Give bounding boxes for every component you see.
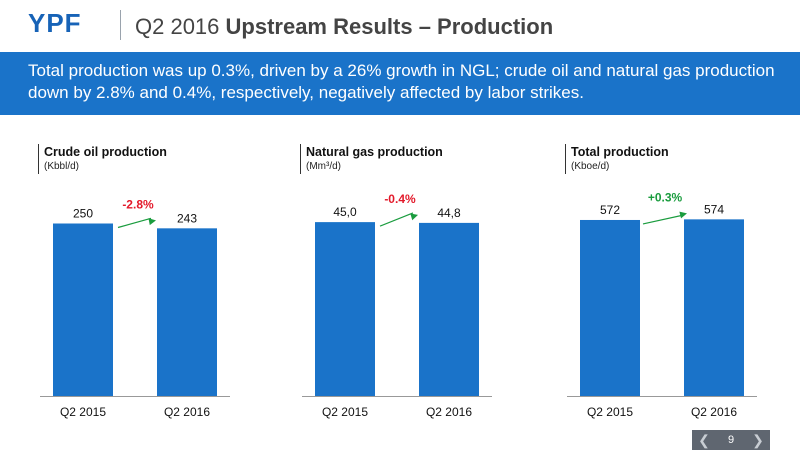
chart-title: Crude oil production	[44, 145, 167, 159]
chevron-left-icon[interactable]: ❮	[698, 432, 710, 448]
category-label: Q2 2016	[426, 405, 472, 419]
change-arrow	[642, 214, 683, 225]
chart-title: Natural gas production	[306, 145, 443, 159]
panel-marker	[300, 144, 301, 174]
change-label: -0.4%	[384, 192, 416, 206]
slide-pager: ❮ 9 ❯	[692, 430, 770, 450]
chart-panel-natural-gas: Natural gas production (Mm³/d) 45,0 Q2 20…	[300, 140, 540, 430]
data-label: 243	[177, 211, 197, 225]
change-arrow	[379, 212, 414, 227]
summary-text: Total production was up 0.3%, driven by …	[28, 61, 775, 102]
chevron-right-icon[interactable]: ❯	[752, 432, 764, 448]
page-title-prefix: Q2 2016	[135, 14, 226, 39]
category-label: Q2 2015	[587, 405, 633, 419]
data-label: 250	[73, 207, 93, 221]
bar	[157, 228, 217, 396]
chart-panel-crude-oil: Crude oil production (Kbbl/d) 250 Q2 2015…	[38, 140, 278, 430]
panel-marker	[565, 144, 566, 174]
panel-marker	[38, 144, 39, 174]
header: YPF Q2 2016 Upstream Results – Productio…	[0, 0, 800, 52]
data-label: 572	[600, 203, 620, 217]
bar	[53, 223, 113, 396]
change-arrowhead	[148, 218, 156, 226]
chart-unit: (Kbbl/d)	[44, 161, 80, 172]
data-label: 45,0	[333, 205, 357, 219]
category-label: Q2 2015	[60, 405, 106, 419]
summary-banner: Total production was up 0.3%, driven by …	[0, 52, 800, 115]
data-label: 44,8	[437, 206, 461, 220]
header-divider	[120, 10, 121, 40]
bar	[580, 219, 640, 396]
chart-natural-gas: 45,0 Q2 2015 44,8 Q2 2016 -0.4%	[302, 192, 492, 419]
chart-total: 572 Q2 2015 574 Q2 2016 +0.3%	[567, 190, 757, 419]
change-arrowhead	[410, 213, 418, 221]
category-label: Q2 2016	[691, 405, 737, 419]
change-label: +0.3%	[648, 190, 683, 204]
data-label: 574	[704, 202, 724, 216]
chart-panel-total: Total production (Kboe/d) 572 Q2 2015 574 Q…	[565, 140, 800, 430]
ypf-logo: YPF	[28, 8, 82, 38]
chart-title: Total production	[571, 145, 669, 159]
category-label: Q2 2015	[322, 405, 368, 419]
page-number: 9	[727, 434, 735, 446]
chart-unit: (Kboe/d)	[571, 161, 610, 172]
page-title: Q2 2016 Upstream Results – Production	[135, 14, 553, 40]
category-label: Q2 2016	[164, 405, 210, 419]
change-label: -2.8%	[122, 197, 154, 211]
change-arrowhead	[679, 211, 687, 219]
bar	[315, 222, 375, 396]
bar	[419, 222, 479, 396]
bar	[684, 219, 744, 396]
change-arrow	[117, 217, 152, 229]
chart-unit: (Mm³/d)	[306, 161, 341, 172]
page-title-main: Upstream Results – Production	[225, 14, 554, 39]
chart-crude-oil: 250 Q2 2015 243 Q2 2016 -2.8%	[40, 197, 230, 419]
